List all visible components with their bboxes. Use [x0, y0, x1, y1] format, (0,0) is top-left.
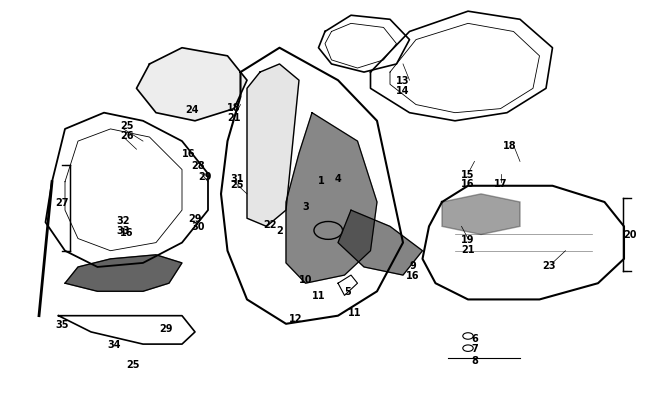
Text: 27: 27 [55, 198, 68, 207]
Text: 11: 11 [348, 307, 361, 317]
Text: 21: 21 [462, 244, 474, 254]
Text: 16: 16 [462, 178, 474, 188]
Text: 7: 7 [471, 343, 478, 353]
Text: 29: 29 [198, 171, 211, 181]
Text: 26: 26 [120, 131, 133, 141]
Text: 12: 12 [289, 313, 302, 323]
Polygon shape [442, 194, 520, 235]
Text: 13: 13 [396, 76, 410, 86]
Text: 35: 35 [55, 319, 68, 329]
Text: 32: 32 [117, 216, 130, 226]
Text: 19: 19 [462, 234, 474, 244]
Polygon shape [65, 255, 182, 292]
Text: 34: 34 [107, 339, 120, 349]
Polygon shape [247, 65, 299, 227]
Text: 29: 29 [188, 214, 202, 224]
Text: 16: 16 [406, 271, 419, 280]
Text: 8: 8 [471, 355, 478, 364]
Text: 2: 2 [276, 226, 283, 236]
Text: 15: 15 [462, 169, 474, 179]
Text: 29: 29 [159, 323, 172, 333]
Text: 24: 24 [185, 104, 198, 114]
Text: 25: 25 [231, 179, 244, 189]
Text: 16: 16 [182, 149, 195, 159]
Text: 31: 31 [231, 173, 244, 183]
Text: 6: 6 [471, 333, 478, 343]
Text: 18: 18 [227, 102, 240, 112]
Text: 4: 4 [335, 173, 341, 183]
Polygon shape [136, 49, 247, 122]
Text: 20: 20 [624, 230, 637, 240]
Polygon shape [286, 113, 377, 284]
Text: 10: 10 [299, 275, 312, 284]
Text: 11: 11 [312, 291, 325, 301]
Text: 25: 25 [120, 121, 133, 130]
Text: 3: 3 [302, 202, 309, 211]
Text: 9: 9 [410, 260, 416, 270]
Text: 16: 16 [120, 228, 133, 238]
Text: 22: 22 [263, 220, 276, 230]
Text: 14: 14 [396, 86, 410, 96]
Text: 21: 21 [227, 113, 240, 122]
Text: 18: 18 [504, 141, 517, 151]
Text: 25: 25 [127, 360, 140, 369]
Text: 5: 5 [344, 287, 351, 296]
Text: 17: 17 [494, 178, 507, 188]
Polygon shape [338, 211, 422, 275]
Text: 28: 28 [192, 161, 205, 171]
Text: 23: 23 [543, 260, 556, 270]
Text: 33: 33 [117, 226, 130, 236]
Text: 1: 1 [318, 175, 325, 185]
Text: 30: 30 [192, 222, 205, 232]
